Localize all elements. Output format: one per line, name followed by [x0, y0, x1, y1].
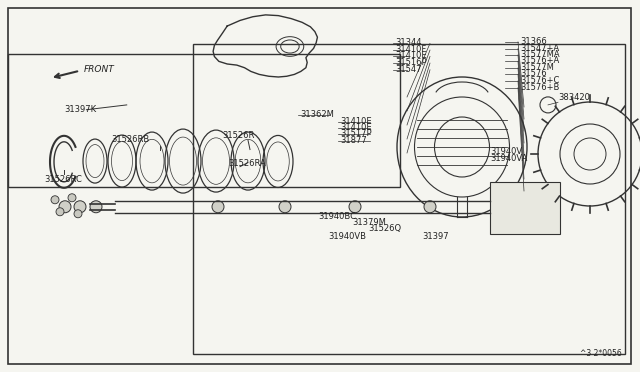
Text: 31410E: 31410E — [340, 123, 372, 132]
Text: 31940V: 31940V — [490, 147, 522, 156]
Text: 383420: 383420 — [558, 93, 590, 102]
Text: 31940VB: 31940VB — [328, 232, 366, 241]
Text: 31526RA: 31526RA — [228, 158, 266, 167]
Bar — [490, 182, 560, 234]
Text: 31410F: 31410F — [395, 45, 426, 54]
Text: ^3 2*0056: ^3 2*0056 — [580, 349, 622, 358]
Text: 31517P: 31517P — [340, 129, 372, 138]
Text: 31576: 31576 — [520, 69, 547, 78]
Text: 31410E: 31410E — [395, 51, 427, 60]
Text: 31344: 31344 — [395, 38, 422, 47]
Bar — [8, 54, 400, 187]
Text: 31362M: 31362M — [300, 110, 334, 119]
Circle shape — [349, 201, 361, 213]
Circle shape — [212, 201, 224, 213]
Text: 31577M: 31577M — [520, 63, 554, 72]
Text: 31576+B: 31576+B — [520, 83, 559, 92]
Circle shape — [74, 201, 86, 213]
Circle shape — [90, 201, 102, 213]
Text: 31577MA: 31577MA — [520, 50, 559, 59]
Text: 31877: 31877 — [340, 136, 367, 145]
Text: 31576+A: 31576+A — [520, 56, 559, 65]
Circle shape — [68, 194, 76, 202]
Text: 31547: 31547 — [395, 65, 422, 74]
Text: 31516P: 31516P — [395, 58, 427, 67]
Text: 31547+A: 31547+A — [520, 44, 559, 52]
Text: 31526RC: 31526RC — [44, 175, 82, 184]
Circle shape — [59, 201, 71, 213]
Text: 31397: 31397 — [422, 232, 449, 241]
Circle shape — [56, 208, 64, 216]
Text: FRONT: FRONT — [84, 65, 115, 74]
Text: 31940BC: 31940BC — [318, 212, 356, 221]
Text: 31397K: 31397K — [64, 105, 96, 113]
Text: 31526Q: 31526Q — [368, 224, 401, 233]
Text: 31526RB: 31526RB — [111, 135, 149, 144]
Circle shape — [424, 201, 436, 213]
Text: 31366: 31366 — [520, 37, 547, 46]
Text: 31410E: 31410E — [340, 116, 372, 125]
Circle shape — [74, 210, 82, 218]
Circle shape — [51, 196, 59, 204]
Bar — [193, 44, 625, 354]
Text: 31576+C: 31576+C — [520, 76, 559, 85]
Text: 31379M: 31379M — [352, 218, 386, 227]
Text: 31526R: 31526R — [222, 131, 254, 140]
Text: 31940VA: 31940VA — [490, 154, 527, 163]
Circle shape — [279, 201, 291, 213]
